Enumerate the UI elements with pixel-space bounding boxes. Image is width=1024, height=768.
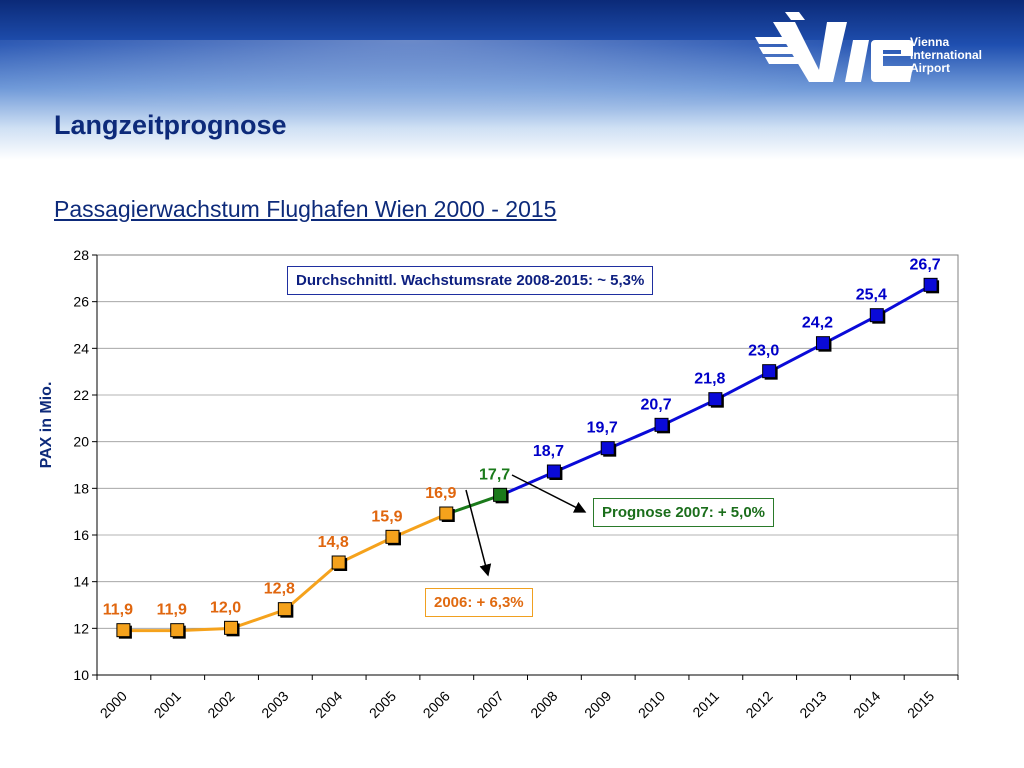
data-label: 26,7 [910, 256, 941, 273]
x-tick-label: 2002 [204, 688, 237, 721]
y-tick-label: 14 [73, 574, 89, 590]
x-tick-label: 2009 [581, 688, 614, 721]
point-marker [224, 620, 239, 635]
x-tick-label: 2013 [796, 688, 829, 721]
point-marker [762, 364, 777, 379]
x-tick-label: 2015 [904, 688, 937, 721]
point-marker [170, 623, 185, 638]
chart-title: Passagierwachstum Flughafen Wien 2000 - … [54, 196, 557, 222]
series-line-segment [338, 535, 394, 565]
data-label: 20,7 [640, 396, 671, 413]
data-label: 25,4 [856, 287, 887, 304]
x-tick-label: 2011 [689, 688, 722, 721]
x-tick-label: 2004 [312, 688, 345, 721]
y-axis-label: PAX in Mio. [38, 382, 55, 469]
x-tick-label: 2003 [258, 688, 291, 721]
point-marker [116, 623, 131, 638]
data-label: 24,2 [802, 315, 833, 332]
vie-logo [755, 12, 913, 82]
point-marker [385, 529, 400, 544]
point-marker [546, 464, 561, 479]
y-tick-label: 26 [73, 294, 89, 310]
x-tick-label: 2000 [97, 688, 130, 721]
series-line-segment [284, 561, 341, 611]
page-title: Langzeitprognose [54, 110, 287, 140]
series-line-segment [715, 370, 771, 401]
data-label: 23,0 [748, 343, 779, 360]
x-tick-label: 2012 [742, 688, 775, 721]
y-tick-label: 16 [73, 527, 89, 543]
data-label: 19,7 [587, 420, 618, 437]
series-line-segment [876, 284, 932, 317]
series-line-segment [553, 447, 609, 474]
point-marker [654, 417, 669, 432]
data-label: 12,8 [264, 581, 295, 598]
logo-line-1: Vienna [910, 35, 950, 49]
arrow-growth-2006 [465, 489, 492, 577]
data-label: 12,0 [210, 599, 241, 616]
series-line-segment [231, 608, 286, 630]
data-label: 11,9 [103, 602, 133, 619]
data-label: 16,9 [425, 485, 456, 502]
series-line-segment [822, 314, 878, 345]
series-line-segment [661, 398, 717, 427]
point-marker [439, 506, 454, 521]
series-line-segment [177, 626, 232, 633]
x-tick-label: 2001 [150, 688, 183, 721]
x-tick-label: 2007 [473, 688, 506, 721]
y-tick-label: 20 [73, 434, 89, 450]
series-line-segment [607, 423, 663, 451]
point-marker [331, 555, 346, 570]
data-label: 18,7 [533, 443, 564, 460]
y-tick-label: 12 [73, 620, 89, 636]
x-tick-label: 2010 [635, 688, 668, 721]
y-tick-label: 24 [73, 340, 89, 356]
point-marker [708, 392, 723, 407]
data-label: 11,9 [157, 602, 187, 619]
y-tick-label: 18 [73, 480, 89, 496]
growth-2006-box: 2006: + 6,3% [425, 588, 533, 617]
x-tick-label: 2006 [420, 688, 453, 721]
data-label: 17,7 [479, 466, 510, 483]
x-tick-label: 2014 [850, 688, 883, 721]
x-tick-label: 2008 [527, 688, 560, 721]
point-marker [277, 602, 292, 617]
series-line-segment [446, 493, 502, 516]
y-tick-label: 10 [73, 667, 89, 683]
series-line-segment [392, 512, 448, 539]
prognose-2007-box: Prognose 2007: + 5,0% [593, 498, 774, 527]
average-growth-box: Durchschnittl. Wachstumsrate 2008-2015: … [287, 266, 654, 295]
point-marker [923, 277, 938, 292]
logo-line-2: International [910, 48, 983, 62]
point-marker [600, 441, 615, 456]
series-line-segment [768, 342, 825, 373]
point-marker [815, 336, 830, 351]
data-label: 15,9 [371, 508, 402, 525]
logo-line-3: Airport [910, 61, 950, 75]
arrow-prognose-2007 [511, 474, 587, 513]
data-label: 21,8 [694, 371, 725, 388]
logo-text: Vienna International Airport [910, 36, 982, 75]
data-label: 14,8 [318, 534, 349, 551]
x-tick-label: 2005 [366, 688, 399, 721]
y-tick-label: 22 [73, 387, 89, 403]
point-marker [493, 487, 508, 502]
point-marker [869, 308, 884, 323]
y-tick-label: 28 [73, 247, 89, 263]
